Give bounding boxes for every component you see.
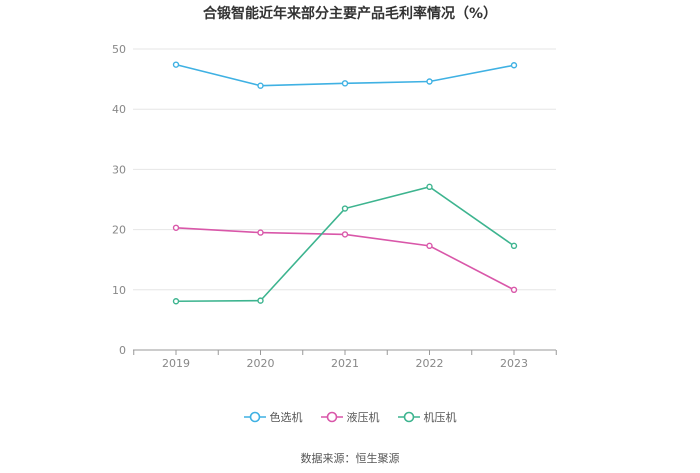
legend-label: 机压机 bbox=[423, 411, 457, 424]
axes bbox=[133, 349, 557, 355]
y-tick-label: 50 bbox=[112, 43, 126, 56]
y-tick-label: 10 bbox=[112, 284, 126, 297]
data-point bbox=[172, 61, 180, 68]
legend-line-circle-icon bbox=[397, 411, 420, 423]
data-point bbox=[257, 82, 264, 89]
tick-labels: 0 10 20 30 40 50 2019 2020 2021 2022 2023 bbox=[112, 43, 528, 370]
y-tick-label: 0 bbox=[119, 344, 126, 357]
data-point bbox=[426, 242, 433, 250]
legend-item[interactable]: 色选机 bbox=[243, 409, 303, 425]
x-tick-label: 2022 bbox=[416, 357, 444, 370]
data-point bbox=[426, 78, 433, 85]
series-line-3 bbox=[175, 185, 515, 303]
legend-line-circle-icon bbox=[243, 411, 266, 423]
legend: 色选机 液压机 机压机 bbox=[0, 409, 700, 425]
legend-line-circle-icon bbox=[320, 411, 343, 423]
y-tick-label: 30 bbox=[112, 163, 126, 176]
data-point bbox=[510, 62, 518, 69]
data-point bbox=[172, 224, 180, 231]
data-point bbox=[257, 297, 264, 304]
legend-item[interactable]: 液压机 bbox=[320, 409, 380, 425]
legend-label: 色选机 bbox=[269, 411, 303, 424]
data-point bbox=[341, 205, 349, 212]
legend-item[interactable]: 机压机 bbox=[397, 409, 457, 425]
data-point bbox=[510, 242, 518, 250]
x-tick-label: 2023 bbox=[500, 357, 528, 370]
data-point bbox=[341, 80, 349, 87]
legend-label: 液压机 bbox=[346, 411, 380, 424]
x-tick-label: 2019 bbox=[162, 357, 190, 370]
source-note: 数据来源：恒生聚源 bbox=[300, 452, 400, 465]
x-tick-label: 2020 bbox=[247, 357, 275, 370]
data-point bbox=[172, 298, 180, 305]
y-tick-label: 20 bbox=[112, 224, 126, 237]
data-point bbox=[341, 231, 349, 238]
chart-title: 合锻智能近年来部分主要产品毛利率情况（%） bbox=[202, 6, 498, 22]
series-lines bbox=[172, 61, 518, 305]
data-point bbox=[510, 286, 518, 293]
data-point bbox=[426, 183, 433, 191]
y-tick-label: 40 bbox=[112, 103, 126, 116]
x-tick-label: 2021 bbox=[331, 357, 359, 370]
data-point bbox=[257, 229, 264, 236]
grid-lines bbox=[133, 48, 556, 291]
